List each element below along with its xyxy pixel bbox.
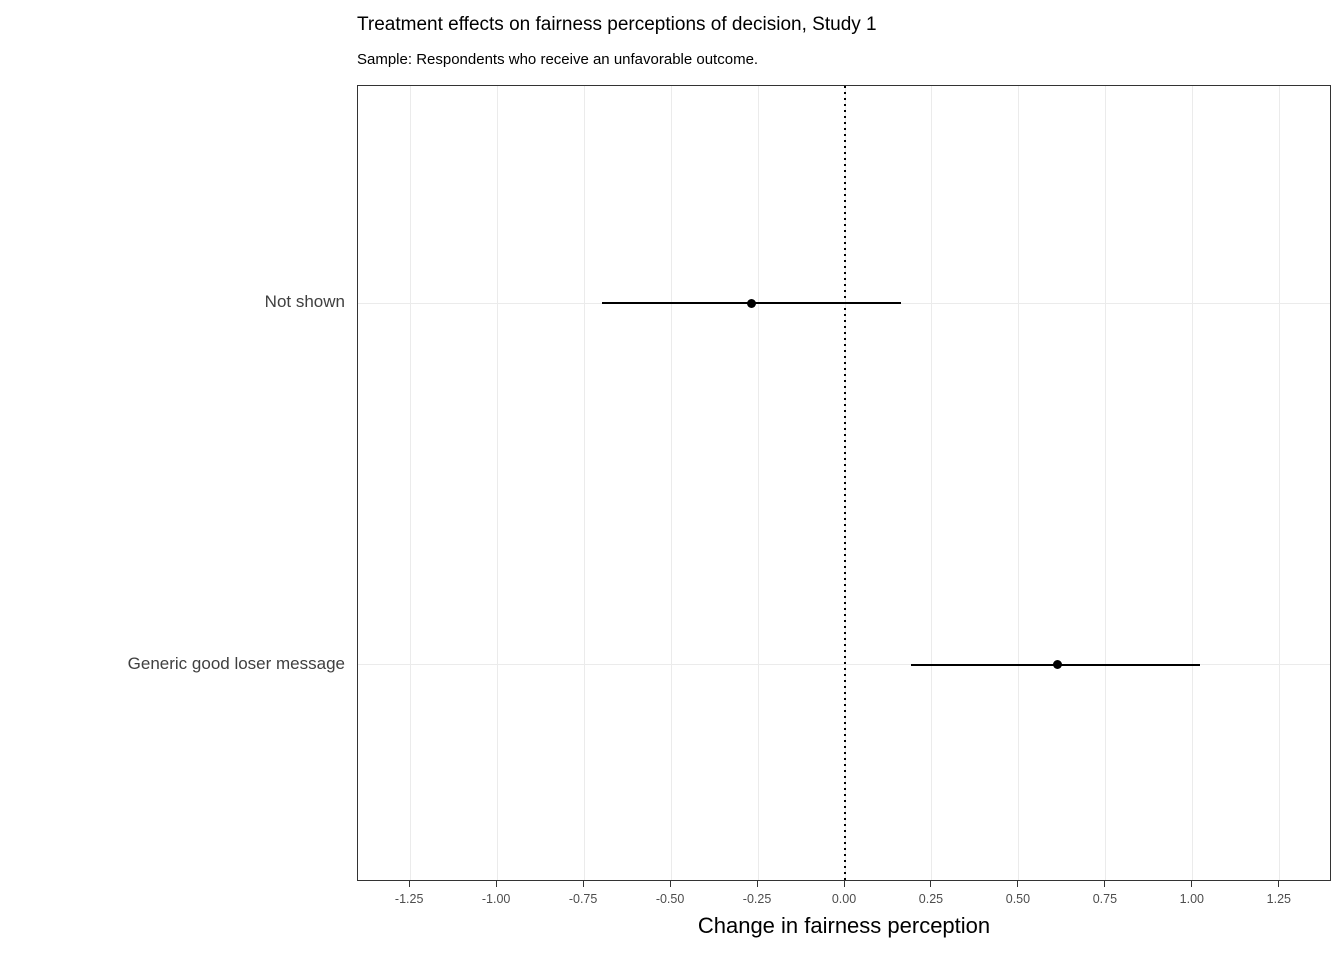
x-axis-tick-label: 0.50 — [1005, 892, 1031, 906]
x-axis-tick-mark — [1017, 881, 1019, 887]
x-axis-tick-label: 1.25 — [1266, 892, 1291, 906]
x-axis-title: Change in fairness perception — [697, 913, 991, 938]
gridline-vertical — [583, 86, 585, 880]
x-axis-tick-mark — [669, 881, 671, 887]
x-axis-tick-mark — [1104, 881, 1106, 887]
point-estimate-marker — [1052, 660, 1062, 670]
x-axis-tick-mark — [756, 881, 758, 887]
gridline-vertical — [1192, 86, 1194, 880]
gridline-vertical — [409, 86, 411, 880]
gridline-vertical — [1105, 86, 1107, 880]
x-axis-tick-label: 0.75 — [1092, 892, 1118, 906]
gridline-vertical — [1018, 86, 1020, 880]
y-axis-category-label: Not shown — [264, 292, 345, 312]
zero-reference-line — [844, 86, 846, 880]
gridline-vertical — [1279, 86, 1281, 880]
point-estimate-marker — [746, 298, 756, 308]
gridline-vertical — [757, 86, 759, 880]
x-axis-tick-label: 0.25 — [918, 892, 944, 906]
x-axis-tick-label: -1.25 — [394, 892, 424, 906]
x-axis-tick-label: 1.00 — [1179, 892, 1205, 906]
x-axis-tick-mark — [408, 881, 410, 887]
y-axis-category-label: Generic good loser message — [127, 653, 345, 673]
x-axis-tick-label: -1.00 — [481, 892, 511, 906]
chart-title: Treatment effects on fairness perception… — [357, 14, 877, 35]
x-axis-tick-label: -0.50 — [655, 892, 685, 906]
x-axis-tick-label: -0.25 — [742, 892, 772, 906]
x-axis-tick-label: 0.00 — [831, 892, 857, 906]
x-axis-tick-mark — [1278, 881, 1280, 887]
chart-subtitle: Sample: Respondents who receive an unfav… — [357, 51, 759, 68]
x-axis-tick-mark — [582, 881, 584, 887]
gridline-vertical — [670, 86, 672, 880]
gridline-vertical — [496, 86, 498, 880]
x-axis-tick-mark — [495, 881, 497, 887]
x-axis-tick-mark — [843, 881, 845, 887]
x-axis-tick-mark — [930, 881, 932, 887]
plot-panel — [357, 85, 1331, 881]
gridline-vertical — [931, 86, 933, 880]
x-axis-tick-mark — [1191, 881, 1193, 887]
x-axis-tick-label: -0.75 — [568, 892, 598, 906]
